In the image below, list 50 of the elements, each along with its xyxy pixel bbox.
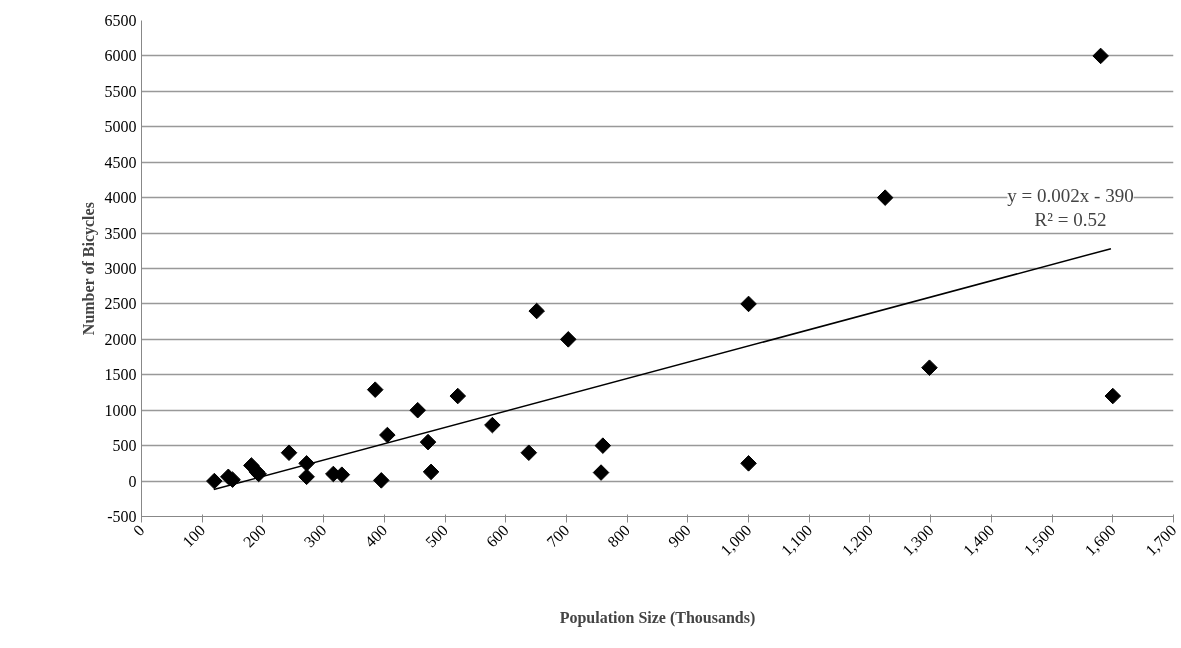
y-tick-label: 6000 (104, 47, 137, 65)
point (592, 464, 610, 481)
x-tick-label: 100 (179, 521, 209, 551)
y-tick-label: -500 (107, 508, 137, 525)
y-tick-label: 4000 (104, 189, 137, 207)
point (422, 463, 440, 481)
point (528, 302, 545, 320)
y-tick-label: 3000 (104, 260, 137, 277)
x-tick-label: 600 (482, 521, 512, 551)
y-axis-title: Number of Bicycles (79, 202, 98, 336)
point (559, 331, 577, 348)
point (484, 416, 501, 434)
point (594, 437, 612, 454)
point (419, 433, 437, 451)
x-tick-label: 300 (300, 521, 330, 551)
x-tick-label: 400 (361, 521, 391, 551)
y-tick-label: 6500 (104, 12, 137, 29)
point (409, 401, 426, 419)
point (298, 468, 315, 486)
y-tick-label: 4500 (104, 153, 137, 171)
x-tick-label: 700 (543, 521, 573, 551)
y-tick-label: 5000 (104, 118, 137, 136)
x-tick-label: 200 (239, 521, 269, 551)
y-tick-label: 3500 (104, 224, 137, 242)
y-tick-label: 0 (128, 472, 137, 490)
point (366, 381, 384, 398)
y-tick-label: 1500 (104, 366, 137, 384)
point (876, 189, 894, 206)
x-tick-label: 500 (422, 521, 452, 551)
x-axis-title: Population Size (Thousands) (559, 608, 756, 627)
point (520, 444, 538, 462)
point (740, 295, 757, 313)
y-tick-label: 2000 (104, 330, 137, 348)
point (379, 426, 396, 444)
y-tick-label: 500 (112, 437, 137, 455)
point (373, 472, 390, 489)
y-tick-label: 5500 (104, 82, 137, 100)
point (921, 359, 938, 376)
y-tick-label: 1000 (104, 401, 137, 419)
x-tick-label: 800 (604, 521, 634, 551)
annotation: y = 0.002x - 390 (1007, 185, 1134, 206)
annotation: R² = 0.52 (1034, 209, 1107, 230)
point (449, 387, 467, 405)
x-tick-label: 900 (664, 521, 694, 551)
point (206, 472, 223, 490)
point (1104, 387, 1122, 405)
point (1092, 47, 1109, 65)
point (740, 455, 757, 472)
y-tick-label: 2500 (104, 295, 137, 313)
point (280, 444, 298, 462)
